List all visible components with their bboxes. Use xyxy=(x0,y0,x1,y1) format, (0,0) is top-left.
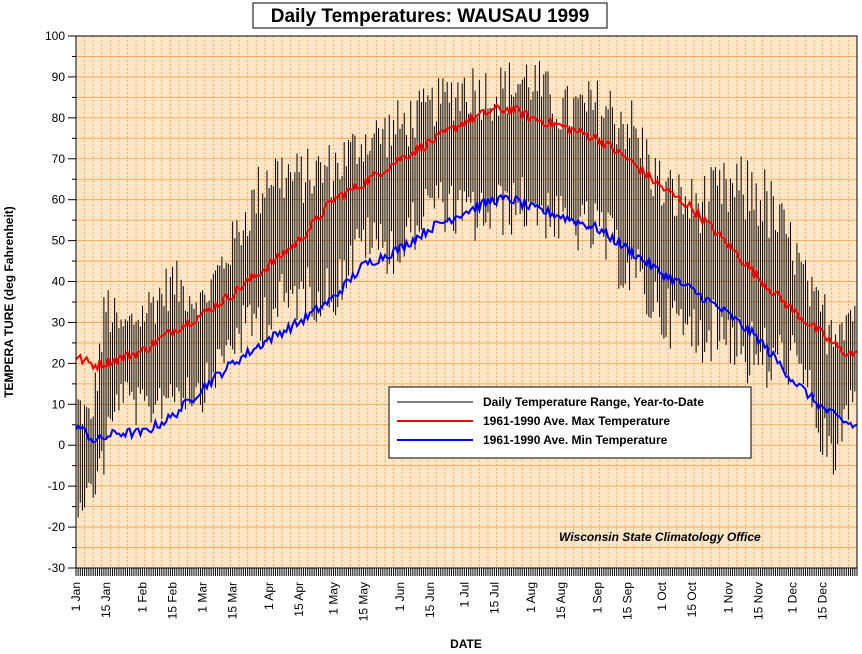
y-tick-label: 70 xyxy=(52,152,66,166)
x-tick-label: 1 Nov xyxy=(721,582,735,613)
x-tick-label: 1 Mar xyxy=(196,582,210,613)
x-tick-label: 15 Nov xyxy=(751,582,765,620)
daily-range-series xyxy=(75,60,858,518)
x-tick-label: 1 Jan xyxy=(69,582,83,611)
chart-title-box xyxy=(252,2,608,29)
x-tick-label: 1 Aug xyxy=(524,582,538,613)
x-tick-label: 15 Sep xyxy=(620,582,634,620)
x-axis-title: DATE xyxy=(450,637,482,651)
y-tick-label: 10 xyxy=(52,397,66,411)
legend-box xyxy=(388,386,752,459)
legend-label-max: 1961-1990 Ave. Max Temperature xyxy=(483,414,670,428)
x-tick-label: 1 Feb xyxy=(136,582,150,613)
legend-label-range: Daily Temperature Range, Year-to-Date xyxy=(483,395,704,409)
y-axis-title: TEMPERA TURE (deg Fahrenheit) xyxy=(2,206,16,398)
x-tick-label: 15 Jan xyxy=(99,582,113,618)
y-tick-label: 100 xyxy=(45,29,65,43)
chart-title: Daily Temperatures: WAUSAU 1999 xyxy=(271,6,590,27)
y-tick-label: 40 xyxy=(52,275,66,289)
x-tick-label: 15 Mar xyxy=(226,582,240,619)
y-tick-label: 0 xyxy=(58,438,65,452)
x-tick-label: 15 May xyxy=(357,582,371,621)
x-axis: 1 Jan 15 Jan 1 Feb 15 Feb 1 Mar 15 Mar 1 Apr 15… xyxy=(69,568,858,621)
legend-label-min: 1961-1990 Ave. Min Temperature xyxy=(483,433,668,447)
y-tick-label: -30 xyxy=(48,561,66,575)
y-tick-label: 60 xyxy=(52,193,66,207)
x-tick-label: 1 Jun xyxy=(393,582,407,611)
x-tick-label: 1 Apr xyxy=(262,582,276,610)
y-tick-label: -20 xyxy=(48,520,66,534)
y-tick-label: -10 xyxy=(48,479,66,493)
x-tick-label: 15 Jun xyxy=(423,582,437,618)
y-tick-label: 50 xyxy=(52,234,66,248)
x-tick-label: 15 Jul xyxy=(487,582,501,614)
x-tick-label: 15 Apr xyxy=(292,582,306,617)
legend: Daily Temperature Range, Year-to-Date 19… xyxy=(388,386,752,459)
x-tick-label: 15 Aug xyxy=(554,582,568,619)
y-tick-label: 80 xyxy=(52,111,66,125)
x-tick-label: 15 Feb xyxy=(166,582,180,620)
x-tick-label: 1 Sep xyxy=(590,582,604,614)
x-tick-label: 15 Oct xyxy=(685,581,699,617)
x-tick-label: 1 May xyxy=(327,582,341,615)
normal-max-line xyxy=(75,103,858,373)
x-tick-label: 1 Jul xyxy=(457,582,471,607)
y-tick-label: 30 xyxy=(52,315,66,329)
x-tick-label: 15 Dec xyxy=(816,582,830,620)
x-tick-label: 1 Oct xyxy=(655,581,669,610)
y-axis: -30 -20 -10 0 10 20 30 40 50 60 70 80 90 100 xyxy=(45,29,76,575)
normal-min-line xyxy=(75,193,858,444)
x-tick-label: 1 Dec xyxy=(786,582,800,613)
credit-text: Wisconsin State Climatology Office xyxy=(559,530,761,544)
y-tick-label: 90 xyxy=(52,70,66,84)
y-tick-label: 20 xyxy=(52,356,66,370)
